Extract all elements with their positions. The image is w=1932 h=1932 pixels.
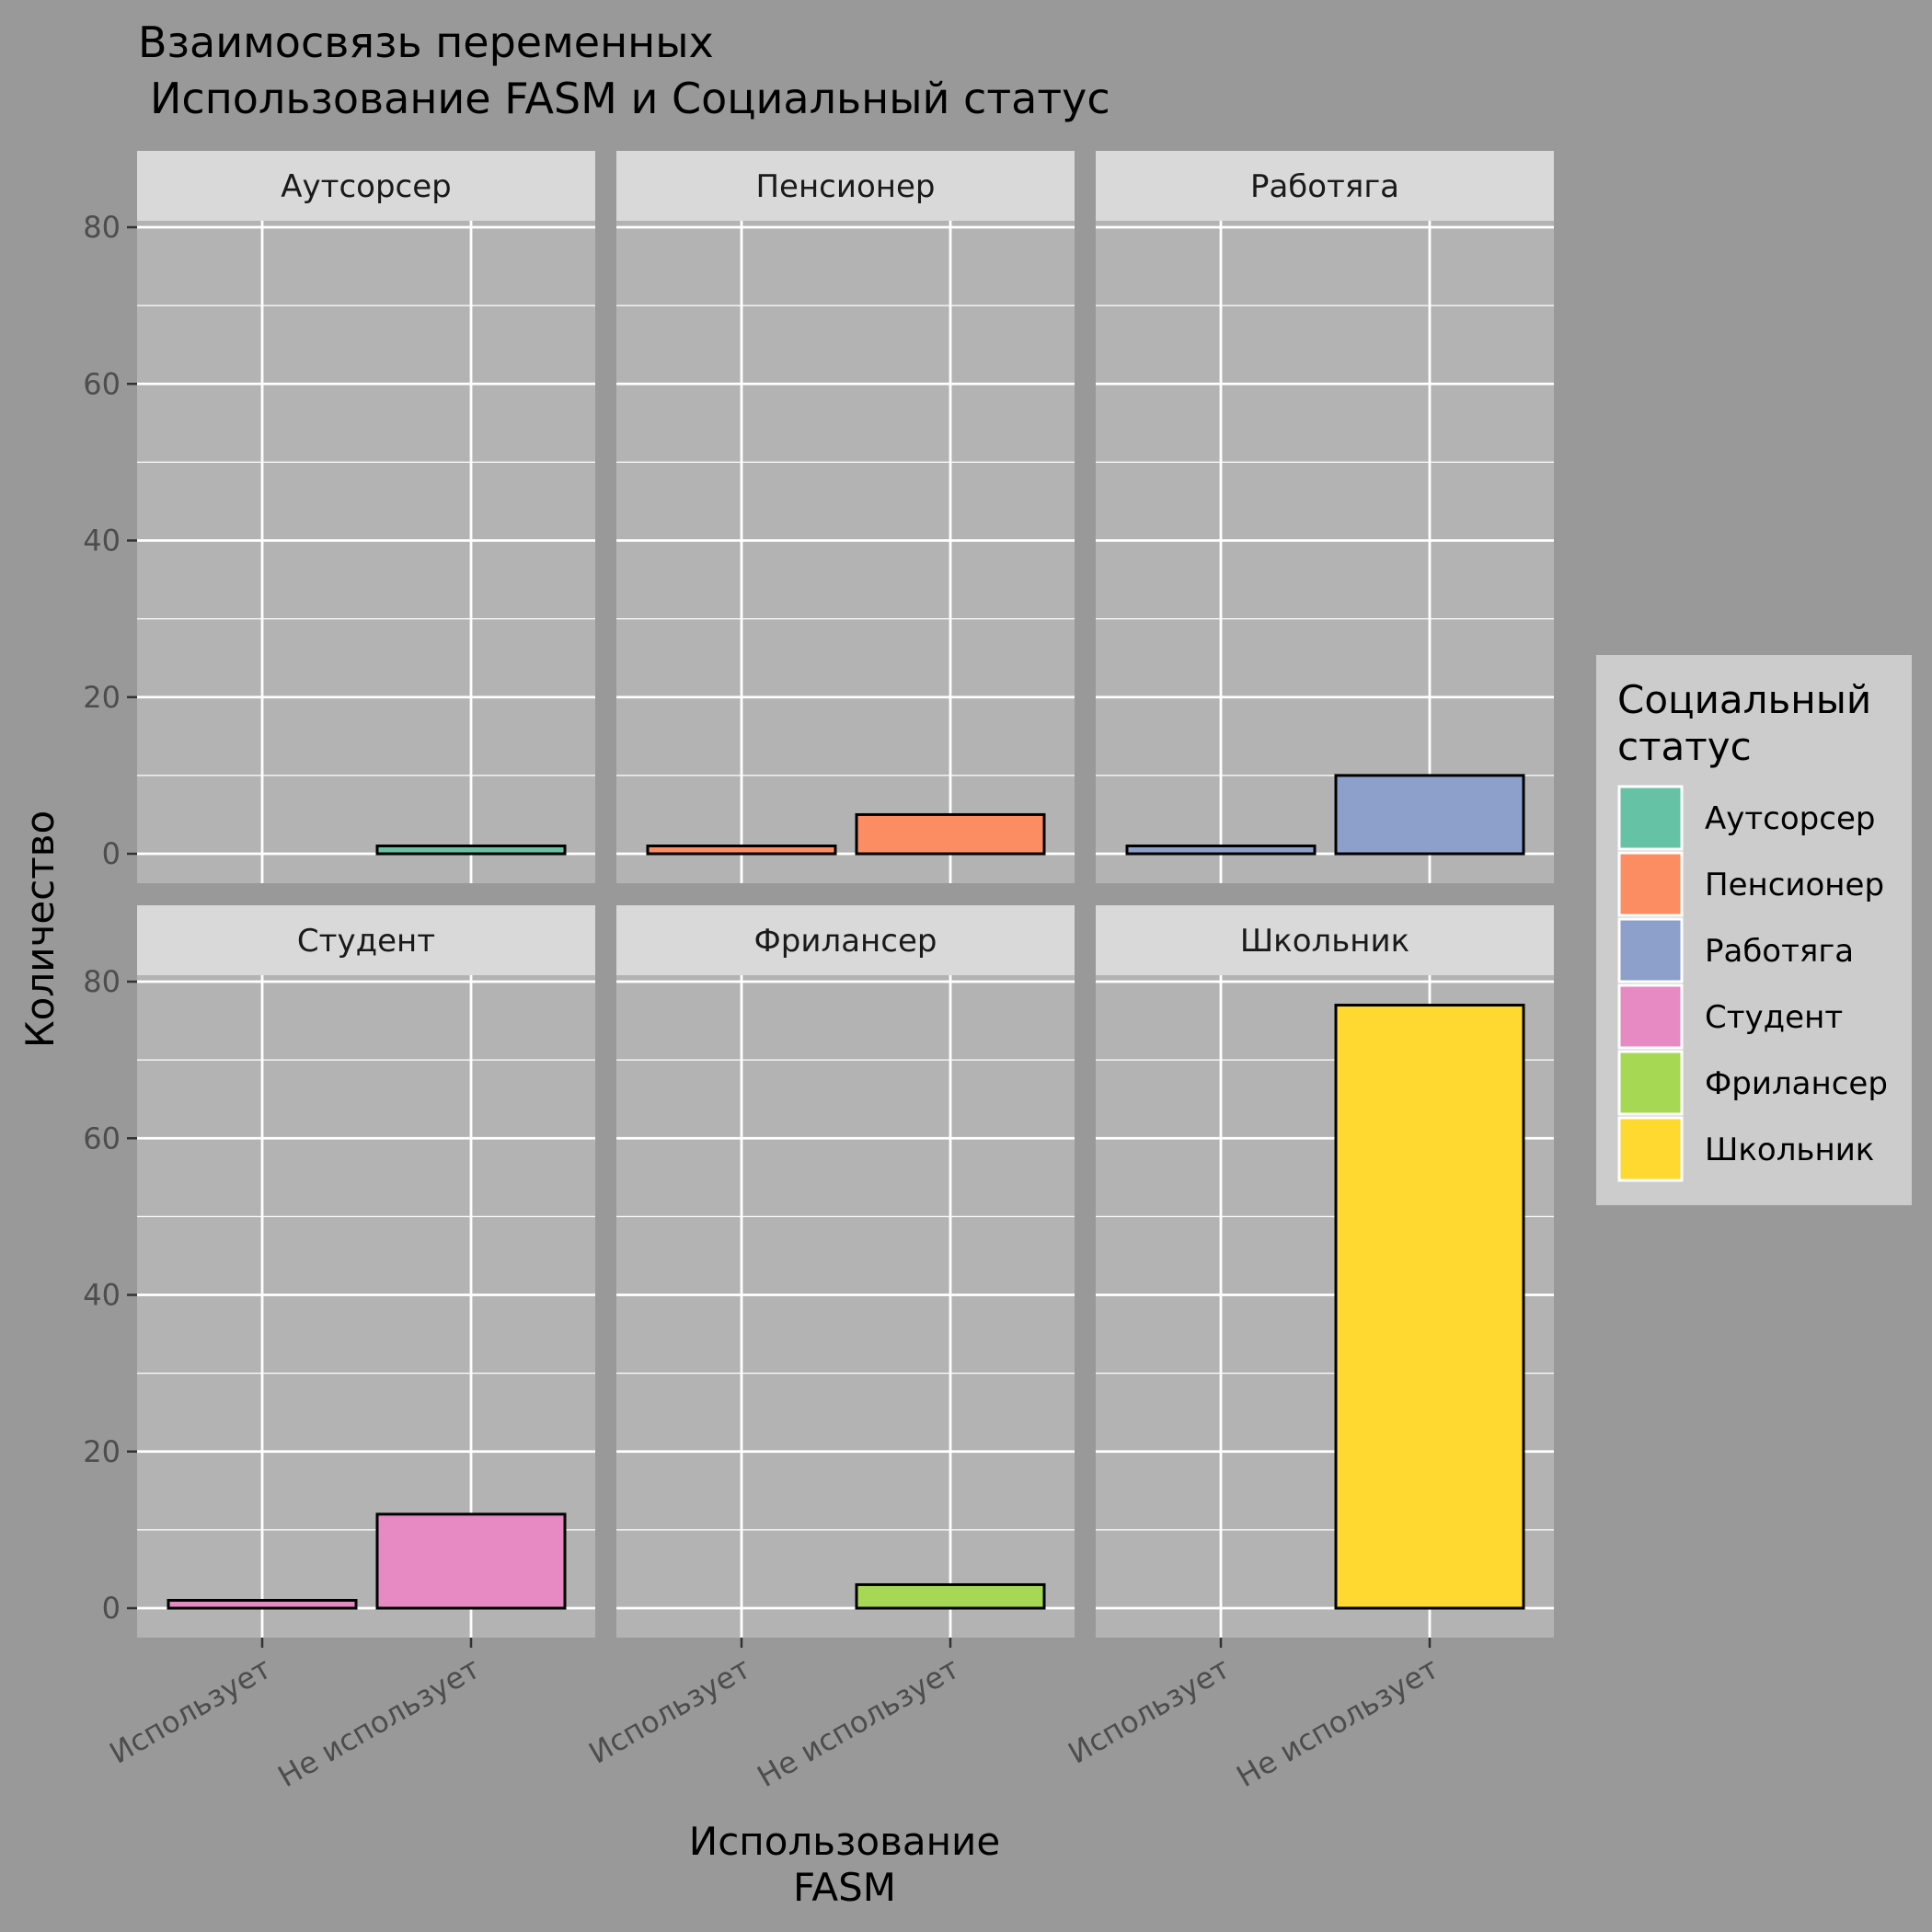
bar — [167, 1598, 358, 1610]
y-tick-label: 40 — [83, 523, 121, 558]
legend-item-1: Аутсорсер — [1617, 785, 1875, 851]
facet-strip — [137, 151, 595, 221]
x-axis-title-line-2: FASM — [793, 1865, 896, 1910]
x-axis-title-line-1: Использование — [689, 1819, 1000, 1864]
chart-title-line-2: Использование FASM и Социальный статус — [150, 74, 1110, 123]
legend-item-4: Студент — [1617, 983, 1843, 1050]
panel-background — [137, 221, 595, 883]
legend-swatch — [1617, 1116, 1684, 1182]
facet-panels: Аутсорсер 0 20 40 60 80 Пенсионер Работяга Студе… — [83, 151, 1554, 1794]
bar — [855, 812, 1046, 856]
x-axis-title: Использование FASM — [689, 1819, 1000, 1910]
y-tick-label: 80 — [83, 210, 121, 245]
facet-strip — [137, 905, 595, 975]
y-tick-label: 60 — [83, 366, 121, 401]
bar — [855, 1582, 1046, 1610]
legend-item-3: Работяга — [1617, 917, 1854, 983]
legend-item-2: Пенсионер — [1617, 851, 1884, 917]
panel-background — [616, 221, 1075, 883]
legend-swatch — [1617, 851, 1684, 917]
facet-strip-label: Студент — [297, 923, 435, 960]
y-tick-label: 60 — [83, 1121, 121, 1156]
legend-swatch — [1617, 1050, 1684, 1116]
facet-strip-label: Пенсионер — [755, 168, 935, 205]
facet-strip — [1096, 905, 1554, 975]
y-tick-label: 0 — [102, 1591, 121, 1626]
panel-background — [1096, 221, 1554, 883]
legend-item-5: Фрилансер — [1617, 1050, 1888, 1116]
y-tick-label: 20 — [83, 680, 121, 715]
legend-swatch — [1617, 983, 1684, 1050]
legend-title-line-1: Социальный — [1617, 677, 1871, 722]
legend-label: Аутсорсер — [1705, 800, 1875, 837]
y-tick-label: 0 — [102, 836, 121, 871]
y-tick-label: 40 — [83, 1278, 121, 1313]
bar — [375, 844, 567, 856]
legend-swatch — [1617, 917, 1684, 983]
facet-strip — [616, 905, 1075, 975]
panel-background — [616, 975, 1075, 1638]
facet-strip — [1096, 151, 1554, 221]
facet-strip-label: Работяга — [1250, 168, 1399, 205]
facet-panel-3: Работяга — [1096, 151, 1554, 883]
facet-panel-1: Аутсорсер 0 20 40 60 80 — [83, 151, 595, 883]
facet-strip-label: Фрилансер — [754, 923, 937, 960]
y-tick-label: 80 — [83, 964, 121, 999]
facet-panel-2: Пенсионер — [616, 151, 1075, 883]
y-tick-label: 20 — [83, 1434, 121, 1469]
bar — [646, 844, 837, 856]
legend-title-line-2: статус — [1617, 724, 1752, 769]
legend-label: Школьник — [1705, 1132, 1874, 1168]
bar — [375, 1512, 567, 1610]
legend-label: Работяга — [1705, 933, 1854, 970]
facet-strip — [616, 151, 1075, 221]
legend-label: Фрилансер — [1705, 1065, 1888, 1102]
chart-title-line-1: Взаимосвязь переменных — [138, 17, 714, 67]
facet-strip-label: Школьник — [1240, 923, 1409, 960]
bar — [1125, 844, 1317, 856]
bar — [1334, 1004, 1525, 1610]
y-axis-title: Количество — [17, 811, 63, 1048]
legend-item-6: Школьник — [1617, 1116, 1874, 1182]
legend: Социальный статус Аутсорсер Пенсионер Рабо… — [1596, 655, 1912, 1205]
chart-title: Взаимосвязь переменных Использование FAS… — [138, 17, 1110, 123]
bar — [1334, 774, 1525, 856]
facet-strip-label: Аутсорсер — [281, 168, 451, 205]
legend-swatch — [1617, 785, 1684, 851]
legend-label: Студент — [1705, 999, 1843, 1036]
legend-label: Пенсионер — [1705, 867, 1884, 903]
legend-items: Аутсорсер Пенсионер Работяга Студент Фриланс… — [1617, 785, 1888, 1182]
